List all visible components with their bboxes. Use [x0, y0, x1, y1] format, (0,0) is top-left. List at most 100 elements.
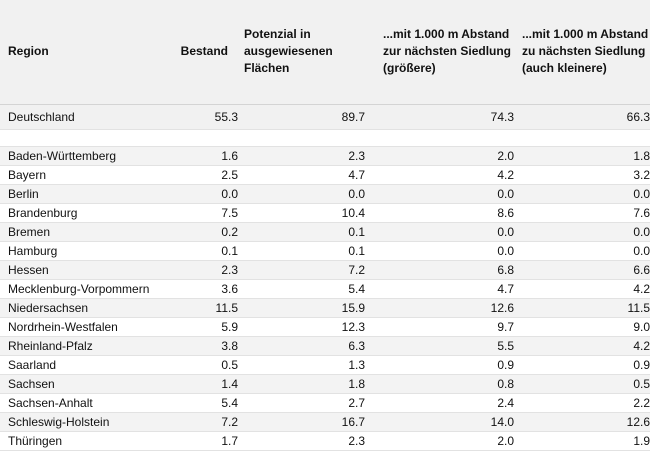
- cell-siedlung-groessere: 2.0: [369, 431, 514, 451]
- cell-siedlung-groessere: 0.0: [369, 222, 514, 242]
- cell-region: Hamburg: [0, 241, 160, 261]
- cell-region: Mecklenburg-Vorpommern: [0, 279, 160, 299]
- header-siedlung-kleinere-line-2: zu nächsten Siedlung: [522, 44, 646, 59]
- cell-region: Sachsen-Anhalt: [0, 393, 160, 413]
- cell-siedlung-kleinere: 11.5: [514, 298, 650, 318]
- header-potenzial-line-2: ausgewiesenen: [244, 44, 333, 59]
- spacer-cell: [514, 129, 650, 147]
- header-siedlung-groessere-line-1: ...mit 1.000 m Abstand: [383, 27, 510, 42]
- header-bestand-label: Bestand: [180, 44, 228, 59]
- cell-potenzial: 2.3: [240, 431, 369, 451]
- cell-bestand: 0.2: [160, 222, 240, 242]
- cell-siedlung-kleinere: 0.9: [514, 355, 650, 375]
- cell-region: Thüringen: [0, 431, 160, 451]
- cell-siedlung-kleinere: 4.2: [514, 279, 650, 299]
- total-bestand: 55.3: [160, 104, 240, 130]
- cell-siedlung-kleinere: 1.8: [514, 146, 650, 166]
- cell-potenzial: 0.1: [240, 222, 369, 242]
- cell-bestand: 2.3: [160, 260, 240, 280]
- cell-potenzial: 5.4: [240, 279, 369, 299]
- table-row: Sachsen 1.4 1.8 0.8 0.5: [0, 374, 650, 394]
- cell-siedlung-kleinere: 0.0: [514, 222, 650, 242]
- cell-siedlung-groessere: 12.6: [369, 298, 514, 318]
- header-siedlung-groessere-line-3: (größere): [383, 61, 436, 76]
- cell-region: Brandenburg: [0, 203, 160, 223]
- table-row: Bremen 0.2 0.1 0.0 0.0: [0, 222, 650, 242]
- cell-bestand: 3.6: [160, 279, 240, 299]
- cell-bestand: 1.7: [160, 431, 240, 451]
- cell-bestand: 5.9: [160, 317, 240, 337]
- cell-potenzial: 16.7: [240, 412, 369, 432]
- cell-potenzial: 0.0: [240, 184, 369, 204]
- cell-siedlung-groessere: 6.8: [369, 260, 514, 280]
- cell-siedlung-groessere: 2.4: [369, 393, 514, 413]
- cell-siedlung-groessere: 4.7: [369, 279, 514, 299]
- cell-potenzial: 2.7: [240, 393, 369, 413]
- cell-potenzial: 15.9: [240, 298, 369, 318]
- table-row: Mecklenburg-Vorpommern 3.6 5.4 4.7 4.2: [0, 279, 650, 299]
- cell-siedlung-kleinere: 6.6: [514, 260, 650, 280]
- cell-potenzial: 2.3: [240, 146, 369, 166]
- table-row: Sachsen-Anhalt 5.4 2.7 2.4 2.2: [0, 393, 650, 413]
- cell-bestand: 0.0: [160, 184, 240, 204]
- header-siedlung-groessere: ...mit 1.000 m Abstand zur nächsten Sied…: [369, 0, 514, 105]
- cell-siedlung-groessere: 0.0: [369, 184, 514, 204]
- cell-siedlung-groessere: 0.0: [369, 241, 514, 261]
- cell-siedlung-kleinere: 0.0: [514, 241, 650, 261]
- spacer-cell: [0, 129, 160, 147]
- cell-siedlung-kleinere: 9.0: [514, 317, 650, 337]
- cell-siedlung-kleinere: 0.5: [514, 374, 650, 394]
- cell-potenzial: 1.8: [240, 374, 369, 394]
- cell-siedlung-kleinere: 7.6: [514, 203, 650, 223]
- table-row: Nordrhein-Westfalen 5.9 12.3 9.7 9.0: [0, 317, 650, 337]
- header-siedlung-kleinere-line-1: ...mit 1.000 m Abstand: [522, 27, 649, 42]
- cell-siedlung-kleinere: 12.6: [514, 412, 650, 432]
- cell-region: Bayern: [0, 165, 160, 185]
- header-potenzial-line-3: Flächen: [244, 61, 290, 76]
- cell-siedlung-kleinere: 0.0: [514, 184, 650, 204]
- cell-siedlung-groessere: 4.2: [369, 165, 514, 185]
- total-potenzial: 89.7: [240, 104, 369, 130]
- cell-siedlung-groessere: 14.0: [369, 412, 514, 432]
- header-bestand: Bestand: [160, 0, 240, 105]
- cell-siedlung-kleinere: 3.2: [514, 165, 650, 185]
- cell-potenzial: 6.3: [240, 336, 369, 356]
- table-body: Deutschland 55.3 89.7 74.3 66.3 Baden-Wü…: [0, 104, 650, 451]
- cell-siedlung-groessere: 0.9: [369, 355, 514, 375]
- cell-siedlung-kleinere: 1.9: [514, 431, 650, 451]
- table-row: Saarland 0.5 1.3 0.9 0.9: [0, 355, 650, 375]
- cell-siedlung-groessere: 5.5: [369, 336, 514, 356]
- cell-potenzial: 0.1: [240, 241, 369, 261]
- table-row: Brandenburg 7.5 10.4 8.6 7.6: [0, 203, 650, 223]
- cell-siedlung-kleinere: 2.2: [514, 393, 650, 413]
- cell-region: Baden-Württemberg: [0, 146, 160, 166]
- table-row: Hamburg 0.1 0.1 0.0 0.0: [0, 241, 650, 261]
- table-row: Thüringen 1.7 2.3 2.0 1.9: [0, 431, 650, 451]
- table-row: Hessen 2.3 7.2 6.8 6.6: [0, 260, 650, 280]
- cell-siedlung-groessere: 2.0: [369, 146, 514, 166]
- cell-potenzial: 10.4: [240, 203, 369, 223]
- header-region-label: Region: [8, 44, 49, 59]
- total-row: Deutschland 55.3 89.7 74.3 66.3: [0, 104, 650, 130]
- cell-bestand: 2.5: [160, 165, 240, 185]
- spacer-cell: [369, 129, 514, 147]
- cell-siedlung-kleinere: 4.2: [514, 336, 650, 356]
- spacer-cell: [240, 129, 369, 147]
- cell-bestand: 1.6: [160, 146, 240, 166]
- cell-bestand: 7.2: [160, 412, 240, 432]
- table-row: Schleswig-Holstein 7.2 16.7 14.0 12.6: [0, 412, 650, 432]
- cell-bestand: 1.4: [160, 374, 240, 394]
- total-siedlung-groessere: 74.3: [369, 104, 514, 130]
- cell-potenzial: 12.3: [240, 317, 369, 337]
- header-region: Region: [0, 0, 160, 105]
- spacer-row: [0, 129, 650, 147]
- cell-potenzial: 7.2: [240, 260, 369, 280]
- header-siedlung-groessere-line-2: zur nächsten Siedlung: [383, 44, 512, 59]
- cell-bestand: 0.1: [160, 241, 240, 261]
- cell-region: Schleswig-Holstein: [0, 412, 160, 432]
- header-row: Region Bestand Potenzial in ausgewiesene…: [0, 0, 650, 105]
- cell-bestand: 5.4: [160, 393, 240, 413]
- cell-siedlung-groessere: 8.6: [369, 203, 514, 223]
